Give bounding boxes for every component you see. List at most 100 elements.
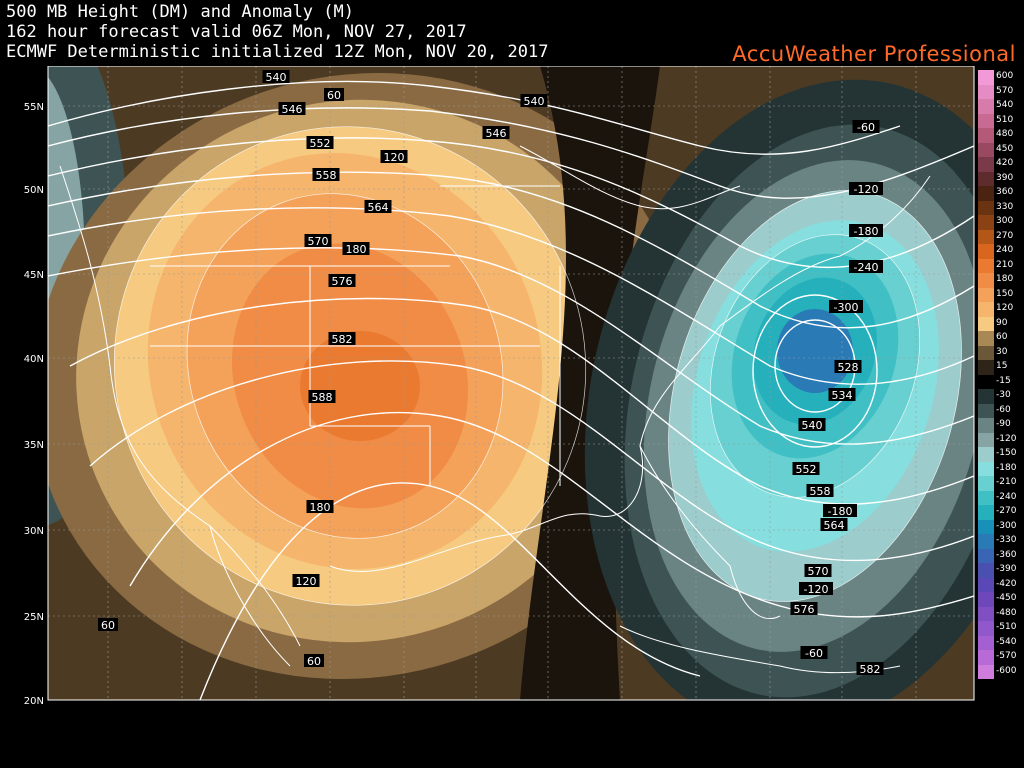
legend-value: 390 (996, 172, 1014, 183)
legend-value: 570 (996, 85, 1014, 96)
legend-value: 210 (996, 259, 1014, 270)
legend-swatch (978, 592, 994, 607)
legend-swatch (978, 99, 994, 114)
color-legend: 600 570 540 510 480 450 420 390 360 330 300 270 240 2… (976, 70, 1024, 700)
legend-entry: -15 (976, 374, 1024, 389)
legend-entry: 300 (976, 215, 1024, 230)
anomaly-contour-label: 60 (307, 655, 321, 668)
contour-labels: 540 546 552 558 564 570 576 582 588 540 546 528 534 5… (98, 70, 884, 676)
legend-value: -510 (996, 622, 1017, 632)
latitude-label: 50N (24, 185, 44, 196)
legend-swatch (978, 316, 994, 331)
latitude-label: 30N (24, 526, 44, 537)
legend-value: -270 (996, 506, 1017, 516)
legend-swatch (978, 157, 994, 172)
legend-value: 420 (996, 158, 1014, 168)
height-contour-label: 588 (312, 391, 333, 404)
legend-swatch (978, 650, 994, 665)
height-contour-label: 540 (802, 419, 823, 432)
legend-value: -600 (996, 665, 1017, 676)
legend-entry: -300 (976, 519, 1024, 534)
legend-value: -360 (996, 549, 1017, 560)
brand-logo-text: AccuWeather Professional (732, 42, 1016, 66)
legend-value: 60 (996, 332, 1008, 342)
legend-value: 240 (996, 245, 1014, 255)
height-contour-label-box (328, 332, 356, 345)
legend-value: -450 (996, 593, 1017, 603)
anomaly-contour-label-box (380, 150, 408, 163)
legend-value: 30 (996, 346, 1008, 357)
legend-value: -330 (996, 535, 1017, 545)
legend-entry: 570 (976, 84, 1024, 99)
legend-entry: -210 (976, 476, 1024, 491)
height-contour-label: 552 (310, 137, 331, 150)
legend-entry: 210 (976, 258, 1024, 273)
legend-entry: -270 (976, 505, 1024, 520)
anomaly-contour-label: 180 (310, 501, 331, 514)
anomaly-contour-label-box (98, 618, 118, 631)
anomaly-contour-label-box (800, 646, 828, 659)
anomaly-contour-label-box (304, 654, 324, 667)
legend-value: -300 (996, 520, 1017, 531)
legend-swatch (978, 273, 994, 288)
legend-value: -570 (996, 651, 1017, 661)
legend-swatch (978, 200, 994, 215)
anomaly-contour-label-box (852, 120, 880, 133)
anomaly-contour-label: -60 (805, 647, 823, 660)
legend-swatch (978, 215, 994, 230)
legend-swatch (978, 432, 994, 447)
legend-value: -90 (996, 419, 1011, 429)
legend-swatch (978, 505, 994, 520)
legend-swatch (978, 621, 994, 636)
legend-entry: 420 (976, 157, 1024, 172)
legend-swatch (978, 403, 994, 418)
legend-swatch (978, 606, 994, 621)
height-contour-label: 564 (824, 519, 845, 532)
legend-value: -420 (996, 578, 1017, 589)
legend-value: 300 (996, 216, 1014, 226)
anomaly-contour-label: 60 (101, 619, 115, 632)
legend-value: 480 (996, 129, 1014, 139)
height-contour-label: 558 (810, 485, 831, 498)
legend-entry: -330 (976, 534, 1024, 549)
legend-entry: -480 (976, 606, 1024, 621)
legend-value: 270 (996, 230, 1014, 241)
height-contour-label: 570 (808, 565, 829, 578)
legend-swatch (978, 461, 994, 476)
legend-swatch (978, 84, 994, 99)
height-contour-label-box (790, 602, 818, 615)
height-contour-label-box (328, 274, 356, 287)
latitude-label: 55N (24, 102, 44, 113)
legend-value: 180 (996, 274, 1014, 284)
anomaly-contour-label: 180 (346, 243, 367, 256)
legend-entry: -450 (976, 592, 1024, 607)
legend-swatch (978, 664, 994, 679)
legend-entry: -360 (976, 548, 1024, 563)
legend-entry: 120 (976, 302, 1024, 317)
legend-entry: -570 (976, 650, 1024, 665)
legend-value: -180 (996, 462, 1017, 473)
forecast-valid-line: 162 hour forecast valid 06Z Mon, NOV 27,… (6, 22, 467, 42)
height-contour-label-box (304, 234, 332, 247)
legend-swatch (978, 374, 994, 389)
legend-entry: -240 (976, 490, 1024, 505)
legend-swatch (978, 229, 994, 244)
height-contour-label: 570 (308, 235, 329, 248)
coastlines (59, 145, 931, 674)
legend-entry: 150 (976, 287, 1024, 302)
anomaly-contour-label: 120 (384, 151, 405, 164)
latitude-label: 20N (24, 696, 44, 706)
latitude-axis: 55N 50N 45N 40N 35N 30N 25N 20N (24, 102, 44, 706)
height-contour-label-box (308, 390, 336, 403)
legend-value: 510 (996, 114, 1014, 125)
legend-swatch (978, 287, 994, 302)
legend-entry: 390 (976, 171, 1024, 186)
legend-entry: 90 (976, 316, 1024, 331)
legend-swatch (978, 171, 994, 186)
legend-swatch (978, 577, 994, 592)
height-contour-label-box (312, 168, 340, 181)
legend-swatch (978, 244, 994, 259)
legend-swatch (978, 258, 994, 273)
legend-entry: -90 (976, 418, 1024, 433)
legend-value: -60 (996, 404, 1011, 415)
